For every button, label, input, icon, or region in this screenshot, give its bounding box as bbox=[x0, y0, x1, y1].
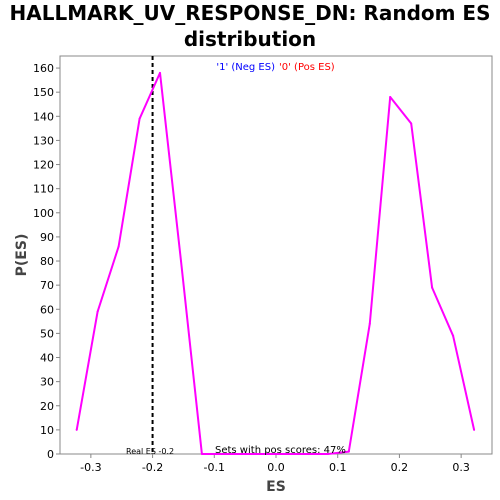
plot-area bbox=[59, 55, 493, 455]
es-distribution-point bbox=[410, 122, 413, 125]
y-tick-label: 30 bbox=[40, 376, 54, 389]
y-tick-label: 140 bbox=[33, 110, 54, 123]
y-tick-label: 130 bbox=[33, 134, 54, 147]
es-distribution-point bbox=[96, 310, 99, 313]
x-tick-label: -0.3 bbox=[80, 461, 101, 474]
x-tick-label: 0.2 bbox=[391, 461, 409, 474]
chart-title-line-1: HALLMARK_UV_RESPONSE_DN: Random ES bbox=[9, 1, 491, 25]
y-tick-label: 0 bbox=[47, 448, 54, 461]
es-distribution-point bbox=[242, 453, 245, 455]
chart-marks bbox=[75, 56, 476, 455]
es-distribution-point bbox=[221, 453, 224, 455]
es-distribution-point bbox=[263, 453, 266, 455]
y-tick-label: 60 bbox=[40, 303, 54, 316]
es-distribution-point bbox=[200, 453, 203, 455]
x-tick-label: -0.2 bbox=[142, 461, 163, 474]
es-distribution-point bbox=[117, 245, 120, 248]
es-distribution-line bbox=[75, 71, 476, 455]
x-tick-label: 0.3 bbox=[452, 461, 470, 474]
x-tick-label: -0.1 bbox=[204, 461, 225, 474]
y-tick-label: 90 bbox=[40, 231, 54, 244]
es-distribution-point bbox=[284, 453, 287, 455]
x-tick-label: 0.0 bbox=[267, 461, 285, 474]
es-distribution-point bbox=[452, 334, 455, 337]
es-distribution-point bbox=[138, 117, 141, 120]
es-distribution-point bbox=[75, 428, 78, 431]
x-axis-label: ES bbox=[266, 479, 286, 495]
y-tick-label: 10 bbox=[40, 424, 54, 437]
es-distribution-point bbox=[368, 322, 371, 325]
y-tick-label: 150 bbox=[33, 86, 54, 99]
es-distribution-point bbox=[305, 453, 308, 455]
legend-neg-label: '1' (Neg ES) bbox=[216, 62, 275, 73]
y-tick-label: 80 bbox=[40, 255, 54, 268]
y-tick-label: 120 bbox=[33, 159, 54, 172]
real-es-label: Real ES -0.2 bbox=[126, 447, 174, 456]
y-tick-label: 70 bbox=[40, 279, 54, 292]
x-tick-label: 0.1 bbox=[329, 461, 347, 474]
y-tick-label: 160 bbox=[33, 62, 54, 75]
y-tick-label: 20 bbox=[40, 400, 54, 413]
y-tick-label: 40 bbox=[40, 352, 54, 365]
es-distribution-point bbox=[347, 450, 350, 453]
legend: '1' (Neg ES) '0' (Pos ES) bbox=[216, 62, 334, 73]
es-distribution-point bbox=[179, 260, 182, 263]
es-distribution-point bbox=[389, 96, 392, 99]
chart-title: HALLMARK_UV_RESPONSE_DN: Random ES distr… bbox=[0, 0, 500, 52]
y-tick-label: 110 bbox=[33, 183, 54, 196]
es-distribution-point bbox=[326, 453, 329, 455]
es-distribution-point bbox=[158, 71, 161, 74]
axis-ticks: 0 10 20 30 40 50 60 70 80 90 100 110 120 130 140 150 160… bbox=[33, 62, 470, 474]
y-axis-label: P(ES) bbox=[14, 234, 30, 277]
chart-title-line-2: distribution bbox=[183, 27, 317, 51]
es-distribution-point bbox=[431, 286, 434, 289]
pos-scores-label: Sets with pos scores: 47% bbox=[215, 445, 346, 456]
legend-pos-label: '0' (Pos ES) bbox=[279, 62, 335, 73]
y-tick-label: 100 bbox=[33, 207, 54, 220]
y-tick-label: 50 bbox=[40, 327, 54, 340]
es-distribution-point bbox=[473, 428, 476, 431]
